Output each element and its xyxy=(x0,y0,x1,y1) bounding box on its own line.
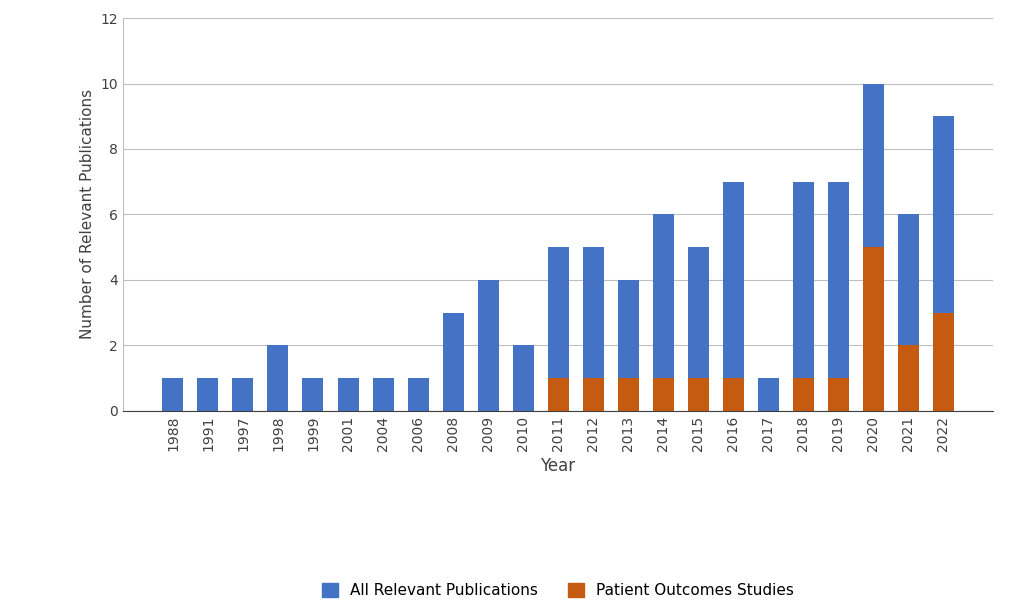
Bar xyxy=(793,182,814,411)
Bar xyxy=(163,378,183,411)
Bar xyxy=(827,182,849,411)
Bar xyxy=(652,214,674,411)
Bar xyxy=(232,378,254,411)
Bar xyxy=(827,378,849,411)
Bar xyxy=(583,378,603,411)
Bar xyxy=(198,378,218,411)
Bar xyxy=(758,378,778,411)
Bar xyxy=(373,378,393,411)
Bar xyxy=(723,378,743,411)
Bar xyxy=(477,280,499,411)
Bar xyxy=(862,83,884,411)
Bar xyxy=(338,378,358,411)
X-axis label: Year: Year xyxy=(541,457,575,475)
Bar xyxy=(617,280,639,411)
Y-axis label: Number of Relevant Publications: Number of Relevant Publications xyxy=(80,89,95,339)
Bar xyxy=(267,345,289,411)
Bar xyxy=(933,313,953,411)
Bar xyxy=(793,378,814,411)
Bar xyxy=(548,247,568,411)
Bar xyxy=(548,378,568,411)
Bar xyxy=(513,345,534,411)
Bar xyxy=(617,378,639,411)
Bar xyxy=(408,378,428,411)
Bar xyxy=(898,345,919,411)
Legend: All Relevant Publications, Patient Outcomes Studies: All Relevant Publications, Patient Outco… xyxy=(323,583,794,599)
Bar xyxy=(723,182,743,411)
Bar xyxy=(862,247,884,411)
Bar xyxy=(583,247,603,411)
Bar xyxy=(442,313,464,411)
Bar xyxy=(898,214,919,411)
Bar xyxy=(688,247,709,411)
Bar xyxy=(688,378,709,411)
Bar xyxy=(652,378,674,411)
Bar xyxy=(933,117,953,411)
Bar xyxy=(302,378,324,411)
